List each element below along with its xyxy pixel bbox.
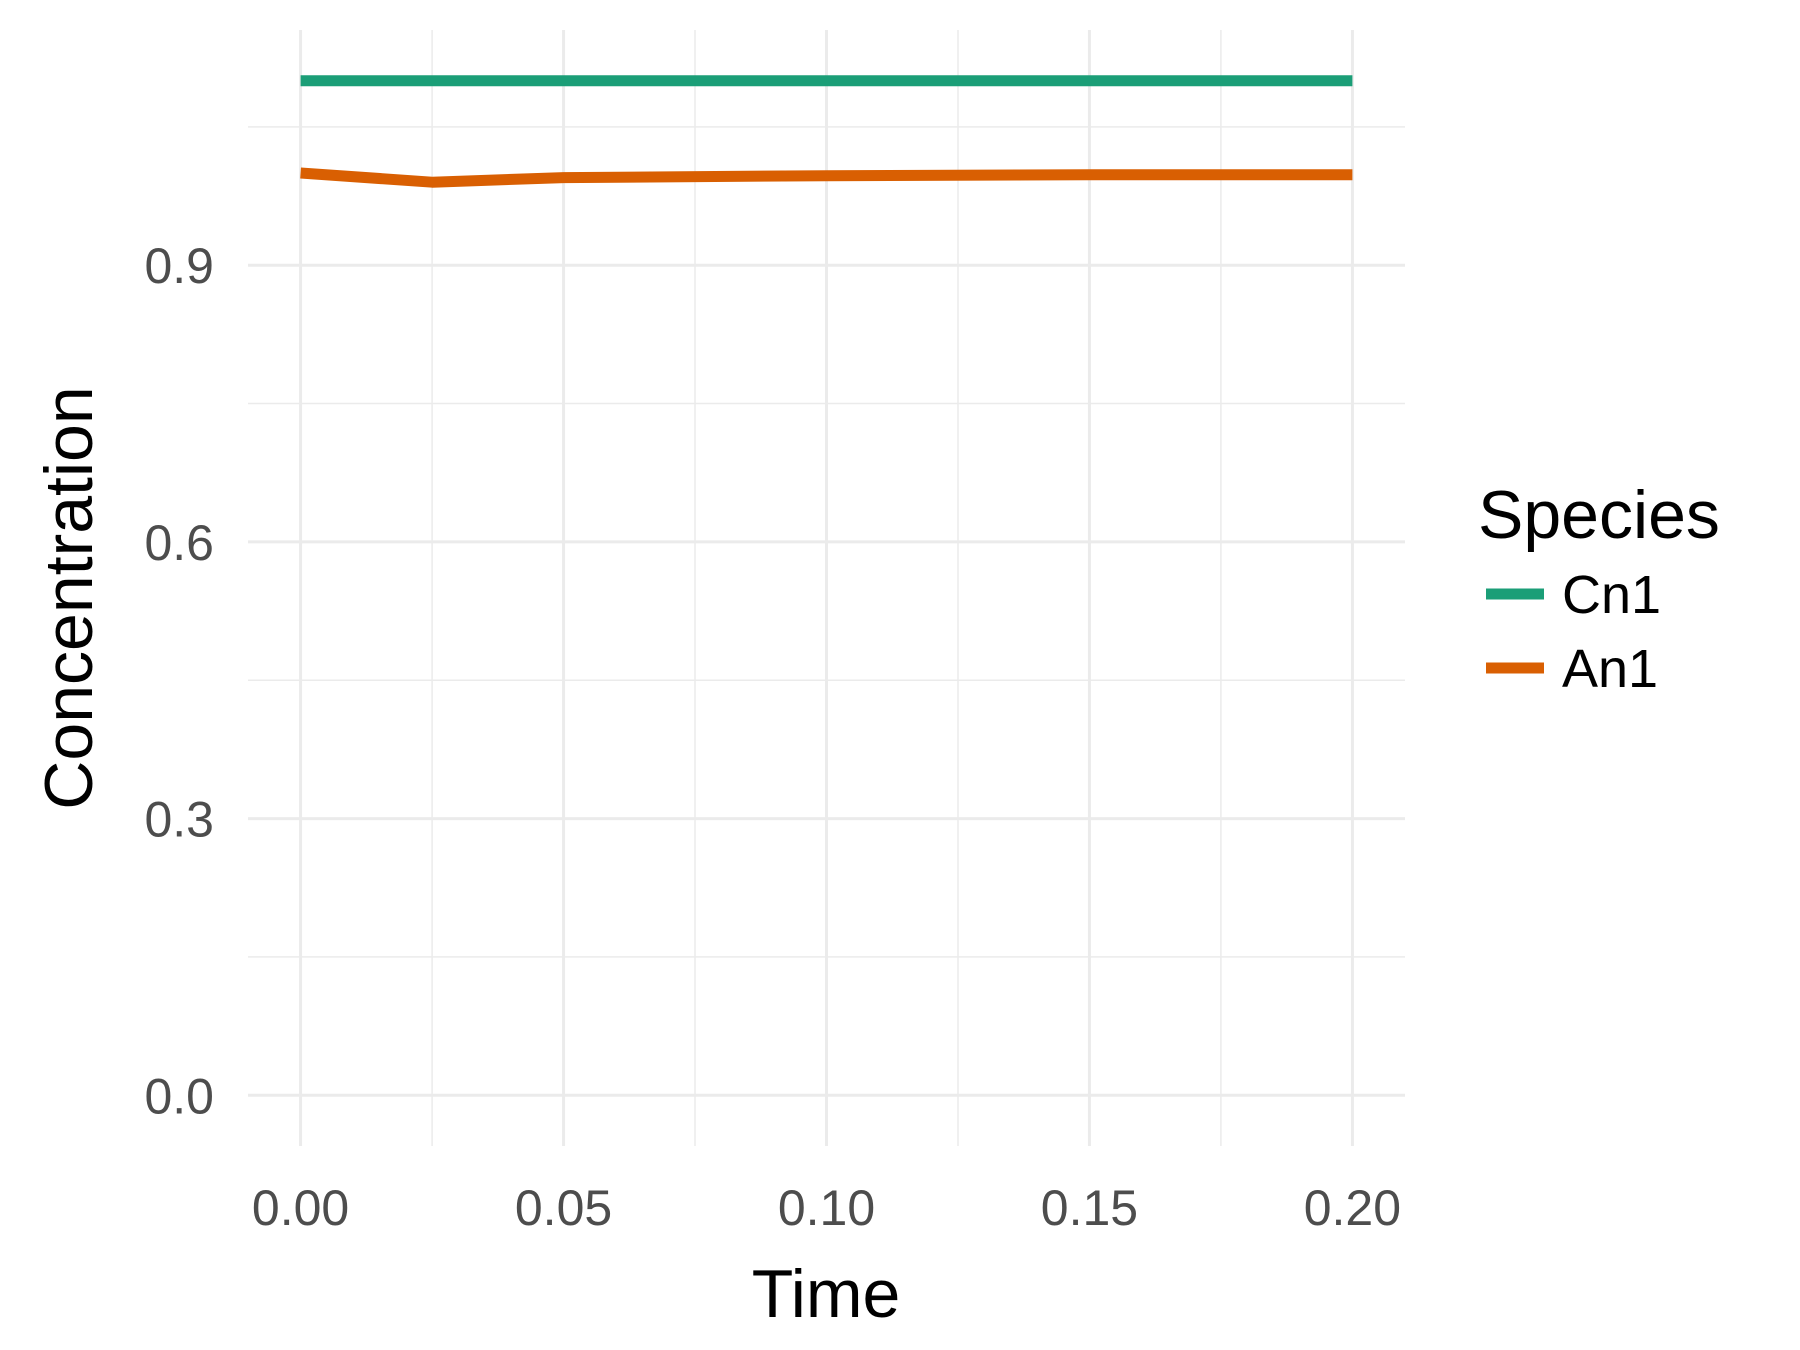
x-axis-title: Time	[752, 1256, 901, 1332]
x-tick-label: 0.20	[1304, 1180, 1401, 1236]
series-line-an1	[300, 167, 1353, 188]
x-tick-label: 0.15	[1041, 1180, 1138, 1236]
x-tick-label: 0.05	[515, 1180, 612, 1236]
legend-label-cn1: Cn1	[1562, 565, 1661, 625]
y-tick-label: 0.6	[144, 515, 214, 571]
y-tick-label: 0.0	[144, 1068, 214, 1124]
x-tick-label: 0.10	[778, 1180, 875, 1236]
legend-title: Species	[1478, 477, 1720, 553]
series-lines	[300, 75, 1353, 188]
tick-labels: 0.00 0.05 0.10 0.15 0.20 0.0 0.3 0.6 0.9	[144, 238, 1401, 1236]
x-tick-label: 0.00	[252, 1180, 349, 1236]
y-axis-title: Concentration	[31, 386, 107, 809]
y-tick-label: 0.3	[144, 792, 214, 848]
legend-label-an1: An1	[1562, 639, 1658, 699]
y-tick-label: 0.9	[144, 238, 214, 294]
grid	[248, 30, 1405, 1146]
